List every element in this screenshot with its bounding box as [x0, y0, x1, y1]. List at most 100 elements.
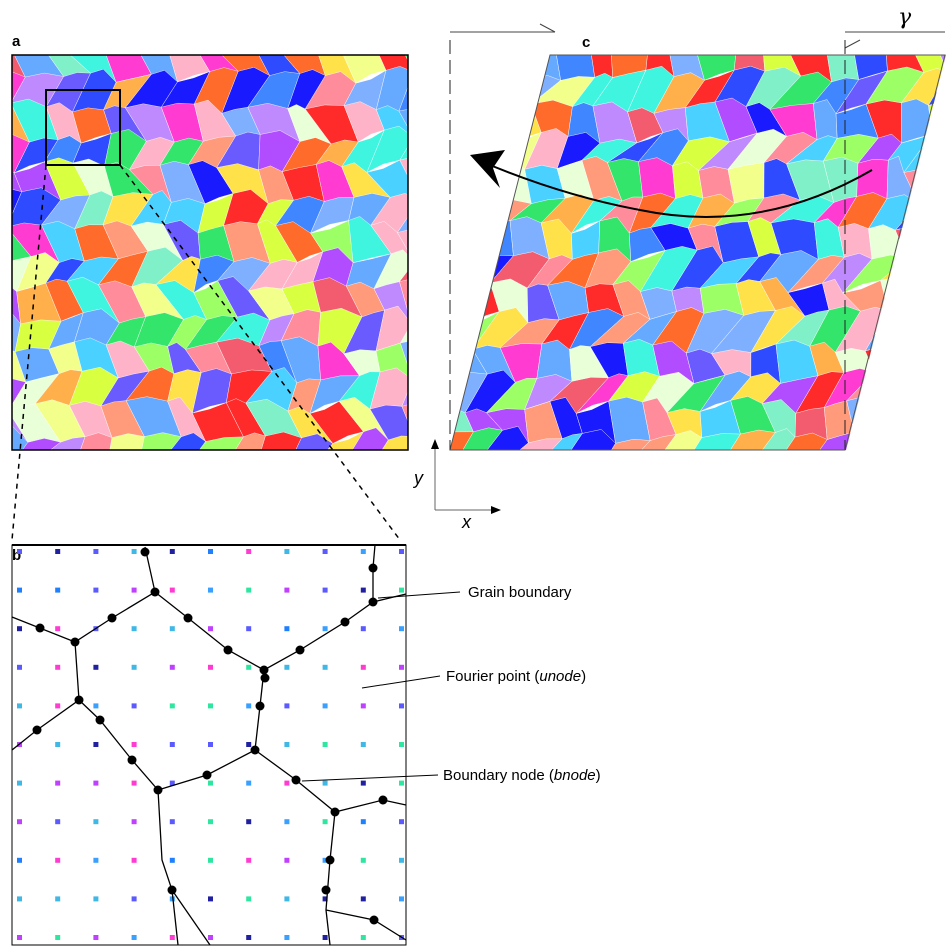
unode — [399, 781, 404, 786]
unode — [399, 549, 404, 554]
bnode — [256, 702, 265, 711]
bnode — [292, 776, 301, 785]
shear-arrow — [845, 40, 860, 48]
annotation-text: Boundary node ( — [443, 767, 554, 784]
grain — [593, 460, 641, 505]
bnode — [96, 716, 105, 725]
grain — [831, 465, 886, 503]
unode — [208, 858, 213, 863]
unode — [132, 858, 137, 863]
unode — [399, 703, 404, 708]
unode — [361, 626, 366, 631]
grain — [616, 465, 667, 501]
unode — [17, 935, 22, 940]
annotation: Fourier point (unode) — [446, 668, 586, 685]
unode — [399, 819, 404, 824]
unode — [361, 896, 366, 901]
unode — [208, 896, 213, 901]
axis-label: y — [412, 468, 424, 488]
grain-boundary — [12, 642, 79, 750]
grain — [490, 463, 547, 501]
unode — [284, 665, 289, 670]
unode — [93, 549, 98, 554]
unode — [17, 858, 22, 863]
grain — [345, 457, 384, 507]
grain-map-a — [0, 39, 451, 508]
unode — [17, 896, 22, 901]
unode — [132, 935, 137, 940]
unode — [208, 819, 213, 824]
grain-boundary — [373, 594, 406, 602]
unode — [399, 858, 404, 863]
unode — [284, 549, 289, 554]
unode — [55, 588, 60, 593]
unode — [361, 781, 366, 786]
unode — [361, 703, 366, 708]
bnode — [71, 638, 80, 647]
unode — [246, 626, 251, 631]
bnode — [379, 796, 388, 805]
unode — [55, 626, 60, 631]
unode — [93, 588, 98, 593]
grain — [108, 434, 145, 470]
grain — [138, 433, 181, 470]
grain — [316, 460, 351, 495]
bnode — [128, 756, 137, 765]
unode — [323, 781, 328, 786]
unode — [17, 588, 22, 593]
unode — [93, 858, 98, 863]
bnode — [370, 916, 379, 925]
unode — [323, 588, 328, 593]
grain — [745, 459, 786, 495]
grain-boundary — [79, 670, 264, 790]
unode — [17, 665, 22, 670]
unode — [246, 781, 251, 786]
unode — [132, 588, 137, 593]
unode — [170, 742, 175, 747]
unode — [246, 935, 251, 940]
unode — [132, 665, 137, 670]
grain-boundary — [326, 812, 335, 945]
unode — [399, 588, 404, 593]
unode — [323, 935, 328, 940]
grain — [7, 460, 58, 500]
annotation-text: Fourier point ( — [446, 668, 539, 685]
unode — [55, 819, 60, 824]
bnode — [251, 746, 260, 755]
unode — [323, 819, 328, 824]
unode — [284, 703, 289, 708]
unode — [361, 819, 366, 824]
unode — [17, 819, 22, 824]
unode — [246, 858, 251, 863]
unode — [55, 549, 60, 554]
figure: a b c γ y x Grain boundary Fourier point… — [0, 0, 947, 949]
unode — [17, 626, 22, 631]
unode — [170, 703, 175, 708]
unode — [17, 549, 22, 554]
unode — [208, 626, 213, 631]
grain — [710, 463, 762, 497]
unode — [323, 549, 328, 554]
bnode — [369, 564, 378, 573]
axis-label: x — [461, 512, 472, 532]
grain — [416, 432, 474, 475]
grain — [675, 466, 735, 496]
unode — [284, 626, 289, 631]
unode — [246, 819, 251, 824]
unode — [132, 703, 137, 708]
unode — [208, 549, 213, 554]
unode — [170, 588, 175, 593]
unode — [323, 665, 328, 670]
grain — [799, 460, 849, 506]
unode — [284, 935, 289, 940]
bnode — [296, 646, 305, 655]
bnode — [326, 856, 335, 865]
unode — [170, 665, 175, 670]
unode — [93, 935, 98, 940]
unode — [208, 742, 213, 747]
unode — [284, 588, 289, 593]
unode — [132, 626, 137, 631]
unode — [361, 588, 366, 593]
unode — [246, 549, 251, 554]
grain — [765, 463, 825, 505]
